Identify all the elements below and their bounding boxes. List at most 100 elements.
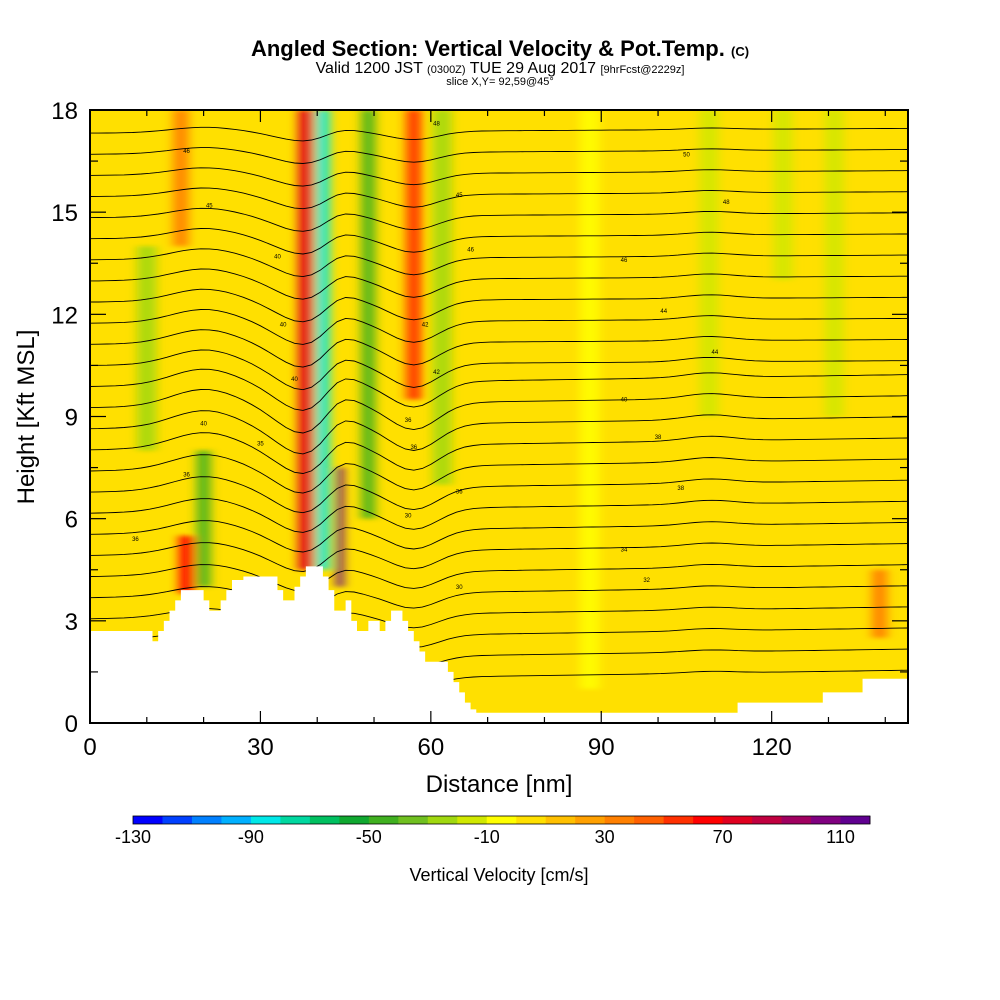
isentrope-line xyxy=(90,454,908,494)
y-tick-label: 0 xyxy=(65,711,78,738)
colorbar-swatch xyxy=(398,816,429,824)
isentrope-line xyxy=(90,498,908,533)
downdraft-column xyxy=(196,450,211,587)
isentrope-label: 36 xyxy=(456,489,463,495)
isentrope-label: 40 xyxy=(291,377,298,383)
isentrope-label: 30 xyxy=(456,585,463,591)
y-tick-label: 6 xyxy=(65,507,78,534)
isentrope-label: 34 xyxy=(621,547,628,553)
valid-date: TUE 29 Aug 2017 xyxy=(469,60,597,77)
isentrope-line xyxy=(90,228,908,255)
y-tick-label: 12 xyxy=(51,302,78,329)
colorbar-swatch xyxy=(516,816,547,824)
colorbar-swatch xyxy=(339,816,370,824)
colorbar-swatch xyxy=(162,816,193,824)
isentrope-line xyxy=(90,147,908,164)
valid-utc: (0300Z) xyxy=(427,64,466,76)
isentrope-label: 46 xyxy=(183,149,190,155)
y-tick-label: 15 xyxy=(51,200,78,227)
colorbar-label: Vertical Velocity [cm/s] xyxy=(409,865,588,885)
isentrope-label: 50 xyxy=(683,152,690,158)
colorbar-swatch xyxy=(133,816,163,824)
isentrope-line xyxy=(90,476,908,514)
downdraft-column xyxy=(315,110,331,570)
isentrope-label: 36 xyxy=(183,472,190,478)
colorbar-swatch xyxy=(457,816,488,824)
y-tick-label: 9 xyxy=(65,405,78,432)
y-tick-label: 3 xyxy=(65,609,78,636)
valid-time-line: Valid 1200 JST (0300Z) TUE 29 Aug 2017 [… xyxy=(0,60,1000,79)
isentrope-line xyxy=(90,126,908,142)
isentrope-label: 40 xyxy=(274,254,281,260)
colorbar-swatch xyxy=(811,816,841,824)
y-tick-label: 18 xyxy=(51,98,78,125)
downdraft-column xyxy=(699,110,719,417)
isentrope-line xyxy=(90,563,908,592)
colorbar-swatch xyxy=(840,816,871,824)
isentrope-label: 42 xyxy=(433,370,440,376)
x-tick-label: 60 xyxy=(417,734,444,761)
colorbar-swatch xyxy=(486,816,517,824)
downdraft-column xyxy=(361,110,376,519)
colorbar-tick-label: -10 xyxy=(474,827,500,847)
isentrope-label: 44 xyxy=(660,309,667,315)
x-tick-label: 30 xyxy=(247,734,274,761)
forecast-info: [9hrFcst@2229z] xyxy=(600,64,685,76)
updraft-column xyxy=(298,110,314,570)
colorbar-frame xyxy=(132,815,871,825)
terrain xyxy=(90,566,908,723)
colorbar-swatch xyxy=(634,816,665,824)
isentrope-line xyxy=(90,248,908,278)
isentrope-label: 48 xyxy=(433,122,440,128)
colorbar-swatch xyxy=(427,816,458,824)
colorbar-tick-label: 30 xyxy=(595,827,615,847)
isentrope-line xyxy=(90,288,908,323)
isentrope-label: 40 xyxy=(280,323,287,329)
chart-title: Angled Section: Vertical Velocity & Pot.… xyxy=(0,36,1000,62)
chart-title-suffix: (C) xyxy=(731,44,750,59)
isentrope-label: 30 xyxy=(405,513,412,519)
isentrope-label: 35 xyxy=(257,442,264,448)
isentrope-label: 48 xyxy=(723,200,730,206)
isentrope-line xyxy=(90,309,908,345)
colorbar-tick-label: -90 xyxy=(238,827,264,847)
colorbar-swatch xyxy=(368,816,399,824)
downdraft-column xyxy=(824,110,844,417)
isentrope-label: 32 xyxy=(643,578,650,584)
updraft-column xyxy=(405,110,422,400)
isentrope-label: 44 xyxy=(712,350,719,356)
colorbar: -130 -90 -50 -10 30 70 110 xyxy=(115,815,871,847)
isentrope-label: 46 xyxy=(621,258,628,264)
isentrope-line xyxy=(90,432,908,474)
colorbar-swatch xyxy=(722,816,753,824)
isentrope-line xyxy=(90,167,908,187)
isentrope-line xyxy=(90,368,908,411)
isentrope-label: 38 xyxy=(655,435,662,441)
valid-prefix: Valid 1200 JST xyxy=(315,60,423,77)
isentrope-line xyxy=(90,520,908,553)
isentrope-label: 46 xyxy=(467,248,474,254)
isentrope-label: 36 xyxy=(410,445,417,451)
colorbar-swatch xyxy=(693,816,723,824)
isentrope-label: 40 xyxy=(200,421,207,427)
updraft-column xyxy=(336,467,344,587)
downdraft-column xyxy=(137,246,157,451)
colorbar-swatch xyxy=(752,816,782,824)
isentrope-line xyxy=(90,207,908,232)
colorbar-swatch xyxy=(250,816,281,824)
colorbar-tick-label: 70 xyxy=(713,827,733,847)
x-axis-label: Distance [nm] xyxy=(426,771,573,798)
colorbar-swatch xyxy=(781,816,812,824)
slice-info: slice X,Y= 92,59@45° xyxy=(446,76,554,88)
colorbar-swatch xyxy=(604,816,635,824)
y-axis-label: Height [Kft MSL] xyxy=(13,330,40,505)
colorbar-swatch xyxy=(191,816,222,824)
colorbar-swatch xyxy=(545,816,576,824)
isentrope-label: 38 xyxy=(677,486,684,492)
updraft-column xyxy=(173,110,189,247)
terrain-layer xyxy=(90,566,908,723)
colorbar-swatch xyxy=(575,816,606,824)
colorbar-swatch xyxy=(309,816,340,824)
